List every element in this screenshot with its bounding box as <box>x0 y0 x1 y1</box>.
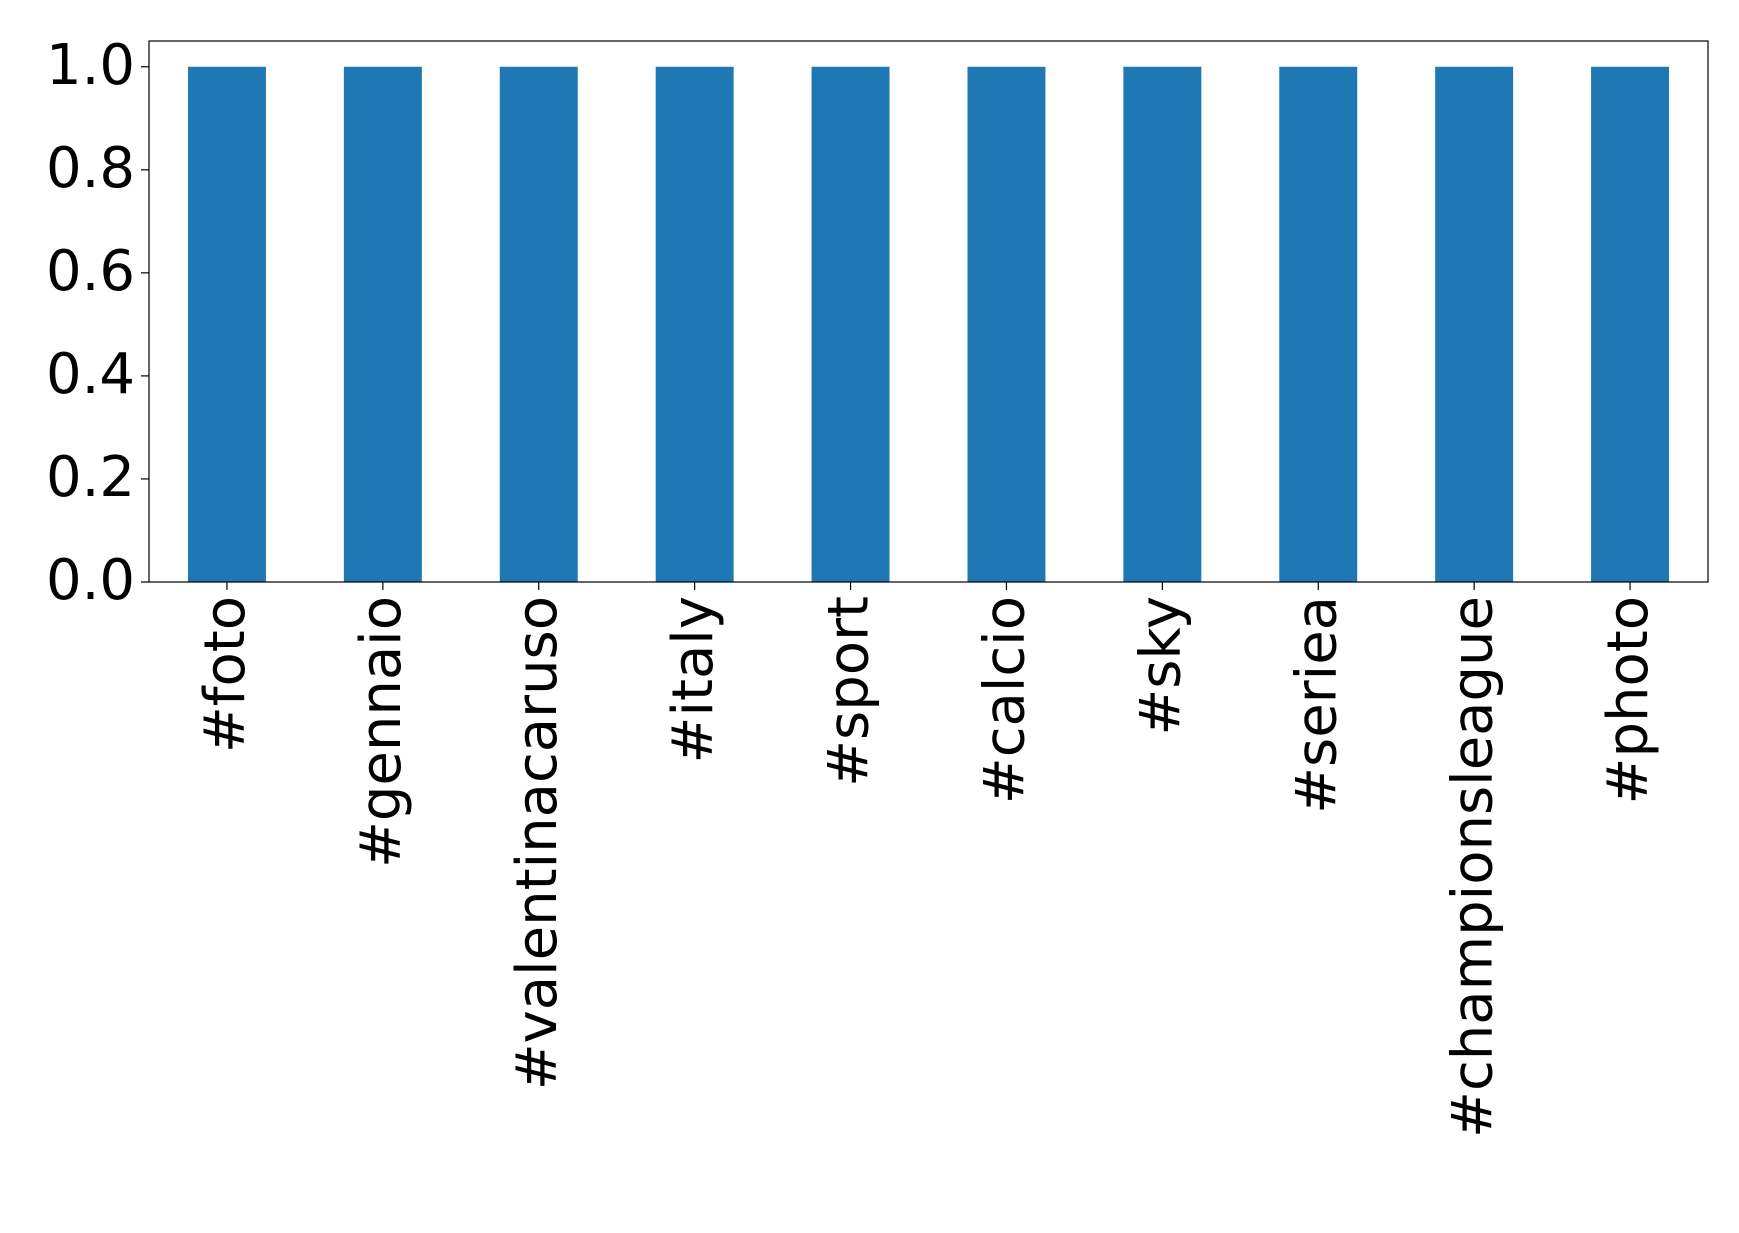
x-tick-label: #gennaio <box>349 596 414 868</box>
y-tick-label: 0.6 <box>46 239 135 304</box>
bar <box>187 66 266 582</box>
x-tick-label: #seriea <box>1284 596 1349 814</box>
y-tick-label: 0.2 <box>46 445 135 510</box>
x-tick-label: #photo <box>1596 596 1661 804</box>
bar <box>343 66 422 582</box>
y-tick-label: 0.0 <box>46 548 135 613</box>
bar <box>811 66 890 582</box>
plot-frame <box>148 40 1709 583</box>
x-tick-label: #foto <box>193 596 258 753</box>
y-tick-label: 1.0 <box>46 33 135 98</box>
x-tick-label: #sky <box>1128 596 1193 736</box>
x-tick-label: #calcio <box>973 596 1038 804</box>
y-tick-label: 0.8 <box>46 136 135 201</box>
bar <box>655 66 734 582</box>
bar <box>499 66 578 582</box>
x-tick-label: #championsleague <box>1440 596 1505 1138</box>
bar <box>1435 66 1514 582</box>
x-tick-label: #italy <box>661 596 726 763</box>
bar <box>967 66 1046 582</box>
bar <box>1279 66 1358 582</box>
bar <box>1123 66 1202 582</box>
x-tick-label: #sport <box>817 596 882 787</box>
y-tick-label: 0.4 <box>46 342 135 407</box>
x-tick-label: #valentinacaruso <box>505 596 570 1090</box>
bar <box>1591 66 1670 582</box>
